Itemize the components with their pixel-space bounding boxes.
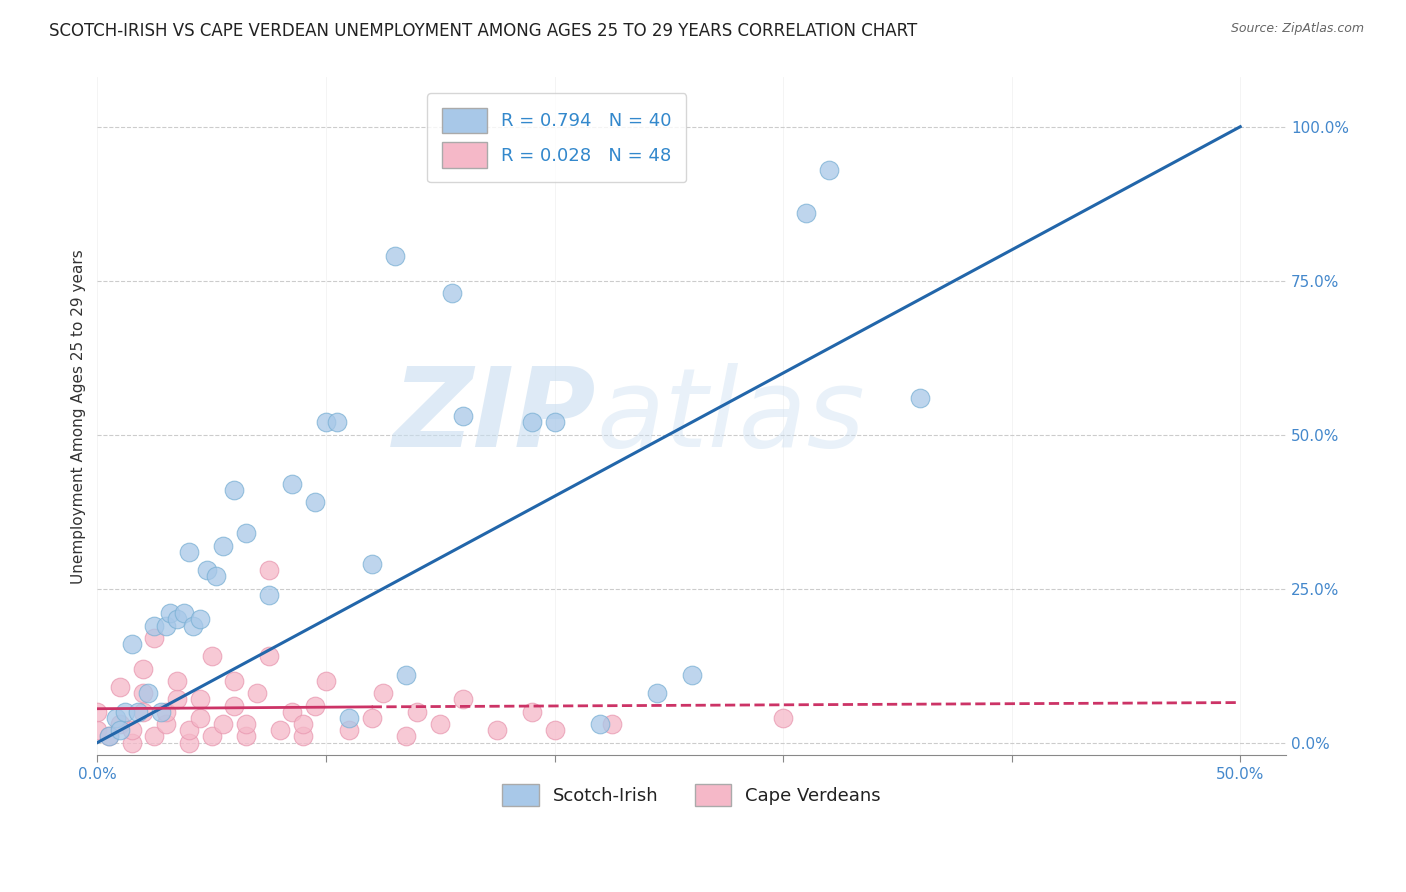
Point (910, 391, 932, 405)
Point (395, 668, 418, 682)
Point (155, 717, 177, 731)
Point (647, 686, 669, 700)
Point (280, 705, 302, 719)
Point (817, 162, 839, 177)
Text: SCOTCH-IRISH VS CAPE VERDEAN UNEMPLOYMENT AMONG AGES 25 TO 29 YEARS CORRELATION : SCOTCH-IRISH VS CAPE VERDEAN UNEMPLOYMEN… (49, 22, 918, 40)
Point (155, 618, 177, 632)
Point (235, 717, 257, 731)
Point (589, 717, 612, 731)
Point (183, 618, 205, 632)
Point (166, 612, 188, 626)
Point (104, 711, 127, 725)
Point (224, 698, 246, 713)
Point (143, 618, 166, 632)
Point (97, 730, 120, 744)
Point (292, 717, 315, 731)
Point (195, 563, 218, 577)
Point (315, 415, 337, 429)
Point (188, 612, 211, 626)
Point (136, 686, 159, 700)
Point (337, 711, 360, 725)
Point (97, 730, 120, 744)
Point (269, 723, 291, 738)
Point (201, 649, 224, 664)
Point (121, 723, 143, 738)
Point (177, 735, 200, 749)
Point (440, 285, 463, 300)
Point (121, 735, 143, 749)
Point (371, 686, 394, 700)
Point (173, 607, 195, 621)
Point (205, 569, 228, 583)
Point (177, 544, 200, 558)
Point (600, 717, 623, 731)
Point (86, 723, 108, 738)
Point (159, 607, 181, 621)
Text: ZIP: ZIP (394, 363, 596, 470)
Point (257, 563, 280, 577)
Point (121, 637, 143, 651)
Point (292, 730, 315, 744)
Point (177, 723, 200, 738)
Point (128, 705, 150, 719)
Point (486, 723, 509, 738)
Point (543, 415, 565, 429)
Point (143, 730, 166, 744)
Point (406, 705, 429, 719)
Text: atlas: atlas (596, 363, 865, 470)
Point (451, 409, 474, 424)
Point (520, 415, 543, 429)
Text: Source: ZipAtlas.com: Source: ZipAtlas.com (1230, 22, 1364, 36)
Y-axis label: Unemployment Among Ages 25 to 29 years: Unemployment Among Ages 25 to 29 years (72, 249, 86, 583)
Point (326, 415, 349, 429)
Point (235, 526, 257, 541)
Point (257, 588, 280, 602)
Point (143, 631, 166, 645)
Point (114, 705, 136, 719)
Point (166, 673, 188, 688)
Point (772, 711, 794, 725)
Legend: Scotch-Irish, Cape Verdeans: Scotch-Irish, Cape Verdeans (495, 777, 889, 814)
Point (188, 692, 211, 706)
Point (108, 680, 131, 694)
Point (108, 717, 131, 731)
Point (360, 557, 382, 571)
Point (304, 698, 326, 713)
Point (108, 723, 131, 738)
Point (235, 730, 257, 744)
Point (132, 662, 155, 676)
Point (451, 692, 474, 706)
Point (520, 705, 543, 719)
Point (86, 705, 108, 719)
Point (132, 705, 155, 719)
Point (155, 705, 177, 719)
Point (360, 711, 382, 725)
Point (224, 483, 246, 497)
Point (395, 730, 418, 744)
Point (212, 717, 235, 731)
Point (212, 539, 235, 553)
Point (246, 686, 269, 700)
Point (429, 717, 451, 731)
Point (384, 249, 406, 263)
Point (201, 730, 224, 744)
Point (224, 673, 246, 688)
Point (280, 477, 302, 491)
Point (315, 673, 337, 688)
Point (257, 649, 280, 664)
Point (794, 206, 817, 220)
Point (150, 705, 173, 719)
Point (132, 686, 155, 700)
Point (681, 668, 703, 682)
Point (166, 692, 188, 706)
Point (543, 723, 565, 738)
Point (304, 495, 326, 509)
Point (188, 711, 211, 725)
Point (337, 723, 360, 738)
